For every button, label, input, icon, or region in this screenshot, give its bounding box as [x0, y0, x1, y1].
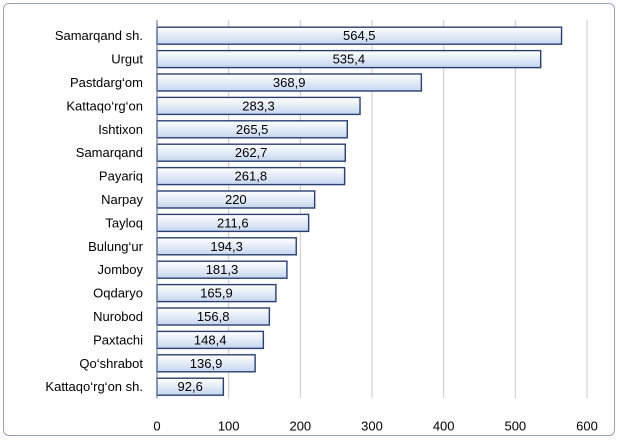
category-label: Qo‘shrabot	[79, 356, 143, 371]
category-label: Jomboy	[97, 262, 143, 277]
category-label: Kattaqo‘rg‘on	[66, 98, 143, 113]
category-label: Oqdaryo	[93, 286, 143, 301]
x-tick-label: 0	[153, 418, 160, 433]
value-label: 265,5	[236, 122, 269, 137]
category-label: Samarqand	[76, 145, 143, 160]
x-tick-label: 600	[576, 418, 598, 433]
value-label: 156,8	[197, 309, 230, 324]
category-label: Kattaqo‘rg‘on sh.	[45, 379, 143, 394]
axis-layer: 0 100 200 300 400 500 600	[153, 20, 598, 433]
x-tick-label: 100	[218, 418, 240, 433]
value-label: 564,5	[343, 28, 376, 43]
category-label: Bulung‘ur	[88, 239, 144, 254]
category-label: Ishtixon	[98, 122, 143, 137]
x-tick-label: 200	[289, 418, 311, 433]
value-label: 220	[225, 192, 247, 207]
x-tick-label: 300	[361, 418, 383, 433]
value-label: 92,6	[178, 379, 203, 394]
value-label: 148,4	[194, 332, 227, 347]
value-label: 211,6	[217, 215, 249, 230]
value-label: 181,3	[206, 262, 239, 277]
category-label: Narpay	[101, 192, 143, 207]
x-tick-label: 500	[504, 418, 526, 433]
value-label: 261,8	[235, 169, 268, 184]
value-label: 283,3	[242, 98, 275, 113]
value-label: 194,3	[210, 239, 243, 254]
x-tick-label: 400	[433, 418, 455, 433]
category-label: Nurobod	[93, 309, 143, 324]
value-label: 136,9	[190, 356, 223, 371]
label-layer: Samarqand sh. 564,5 Urgut 535,4 Pastdarg‘om 3…	[45, 28, 375, 394]
category-label: Payariq	[99, 169, 143, 184]
value-label: 535,4	[333, 52, 366, 67]
value-label: 368,9	[273, 75, 306, 90]
value-label: 165,9	[200, 286, 233, 301]
category-label: Pastdarg‘om	[70, 75, 143, 90]
category-label: Urgut	[111, 52, 143, 67]
value-label: 262,7	[235, 145, 268, 160]
category-label: Paxtachi	[93, 332, 143, 347]
category-label: Samarqand sh.	[55, 28, 143, 43]
category-label: Tayloq	[105, 215, 143, 230]
bar-layer	[156, 26, 563, 396]
